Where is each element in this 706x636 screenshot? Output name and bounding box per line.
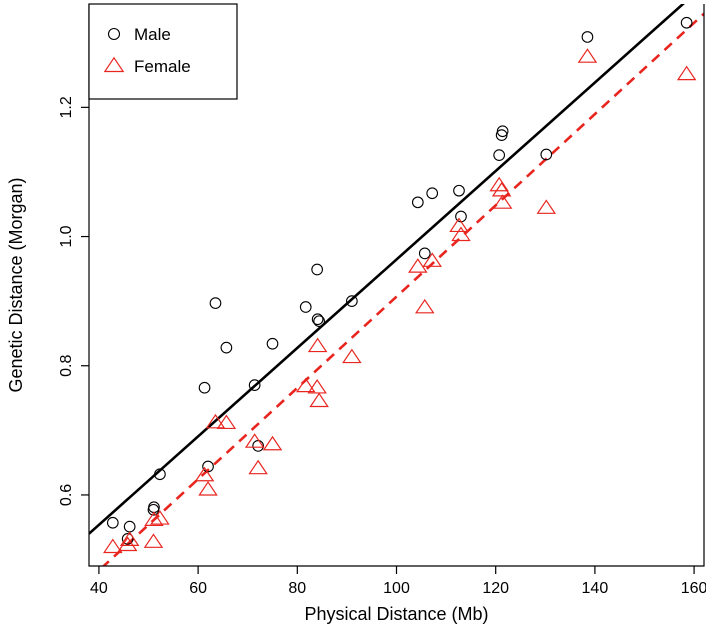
point-female [408,258,428,273]
point-male [202,460,214,473]
point-male [426,187,439,200]
point-female [198,481,218,496]
point-female [119,531,140,546]
point-female [150,510,170,525]
point-male [493,149,506,162]
point-female [307,378,327,394]
x-axis-title: Physical Distance (Mb) [304,604,488,624]
point-female [144,511,164,526]
legend-label-male: Male [134,25,171,44]
point-female [262,435,283,451]
point-male [220,341,233,354]
legend-label-female: Female [134,57,191,76]
point-male [346,295,358,307]
point-male [540,148,553,161]
legend-items: Male Female [103,25,191,76]
point-female [492,194,513,209]
fit-line-female [101,12,704,566]
point-male [418,247,431,260]
x-tick-label: 120 [482,580,509,597]
x-tick-label: 40 [90,580,108,597]
point-female [143,533,164,548]
point-male [198,381,211,394]
point-male [154,468,166,481]
point-female [415,298,435,314]
legend-marker-male [107,27,121,41]
data-points [103,16,697,554]
point-male [581,31,594,43]
point-female [216,414,237,430]
fit-lines [89,4,704,566]
point-female [422,252,442,267]
point-female [205,413,226,429]
point-female [451,226,471,242]
point-female [295,377,316,393]
point-female [307,337,328,353]
point-male [248,379,261,391]
y-tick-label: 0.6 [58,484,75,506]
y-tick-label: 1.0 [58,225,75,247]
point-female [676,65,697,81]
x-tick-label: 100 [383,580,410,597]
point-female [342,348,362,364]
point-male [106,516,119,529]
y-axis-title: Genetic Distance (Morgan) [6,177,26,392]
point-female [248,459,268,475]
point-male [299,301,312,313]
x-tick-label: 160 [681,580,706,597]
x-tick-label: 80 [288,580,306,597]
axes: 40 60 80 100 120 140 160 0.6 0.8 1.0 1.2 [58,4,706,597]
x-tick-label: 140 [582,580,609,597]
point-female [536,199,557,214]
point-male [495,129,508,141]
legend-marker-female [103,56,125,73]
y-tick-label: 1.2 [58,96,75,118]
point-male [209,297,222,309]
point-male [121,533,134,545]
point-male [313,315,325,328]
y-tick-label: 0.8 [58,355,75,377]
point-female [577,48,598,63]
point-male [266,337,279,350]
point-male [252,439,264,452]
point-male [311,263,323,276]
point-female [194,466,215,482]
point-female [117,536,138,552]
point-female [489,176,509,192]
point-male [496,125,509,138]
point-male [680,16,693,29]
fit-line-male [89,4,685,535]
point-male [123,520,136,533]
point-male [411,196,424,209]
point-female [309,392,329,408]
x-tick-label: 60 [189,580,207,597]
legend-box [88,3,238,100]
point-female [103,538,123,554]
point-male [311,313,324,326]
legend: Male Female [88,3,238,100]
point-female [244,433,265,448]
point-male [453,184,465,197]
